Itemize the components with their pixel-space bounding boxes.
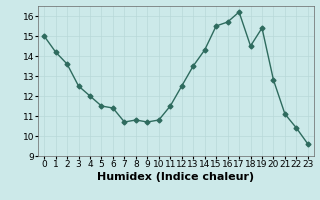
X-axis label: Humidex (Indice chaleur): Humidex (Indice chaleur) xyxy=(97,172,255,182)
